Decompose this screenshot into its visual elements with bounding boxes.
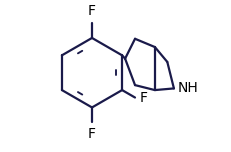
Text: NH: NH xyxy=(177,81,198,95)
Text: F: F xyxy=(139,91,147,105)
Text: F: F xyxy=(88,127,96,141)
Text: F: F xyxy=(88,4,96,18)
